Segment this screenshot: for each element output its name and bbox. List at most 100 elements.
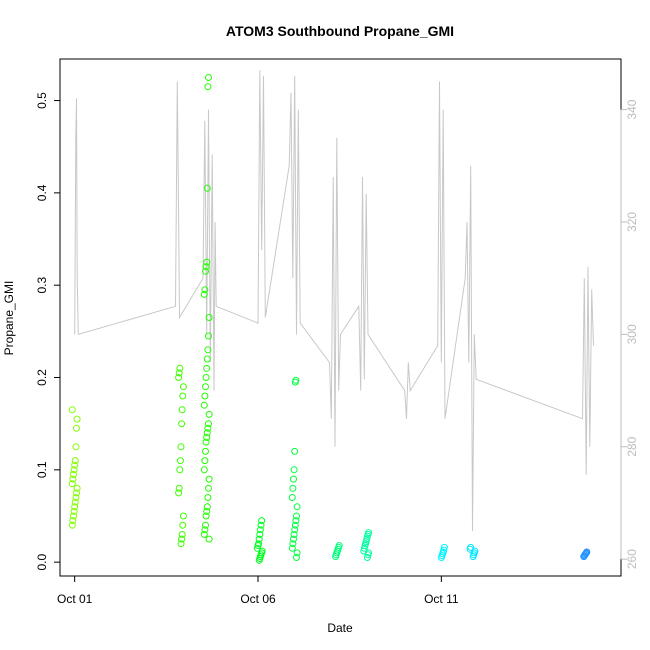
data-point	[175, 489, 183, 497]
data-point	[69, 517, 77, 525]
data-point	[205, 74, 212, 81]
data-point	[205, 314, 213, 321]
data-point	[178, 420, 186, 428]
data-point	[290, 531, 298, 538]
data-point	[201, 526, 209, 534]
data-point	[200, 290, 208, 298]
data-point	[440, 543, 448, 551]
data-point	[71, 457, 79, 465]
data-point	[203, 364, 211, 372]
data-point	[176, 364, 184, 372]
data-point	[177, 443, 185, 451]
data-point	[175, 374, 183, 381]
data-point	[178, 535, 186, 543]
data-point	[201, 392, 209, 400]
data-point	[293, 554, 300, 561]
data-point	[293, 549, 301, 557]
data-point	[179, 392, 187, 400]
data-point	[291, 521, 299, 529]
data-point	[175, 484, 183, 492]
y2-tick-label: 340	[625, 99, 639, 119]
data-point	[471, 547, 479, 555]
data-point	[176, 457, 184, 465]
data-point	[204, 346, 212, 354]
data-point	[255, 535, 263, 543]
data-point	[202, 521, 209, 529]
data-point	[205, 332, 212, 340]
data-point	[583, 548, 591, 556]
y-tick-label: 0.3	[35, 277, 49, 294]
y2-tick-label: 260	[625, 549, 639, 569]
data-point	[203, 507, 211, 515]
data-point	[200, 401, 208, 409]
data-point	[205, 484, 212, 492]
y2-axis: 260 280 300 320 340	[620, 99, 639, 569]
data-point	[293, 512, 300, 520]
data-point	[73, 415, 81, 423]
data-point	[202, 374, 210, 381]
data-point	[200, 531, 208, 538]
y-axis: 0.0 0.1 0.2 0.3 0.4 0.5	[35, 92, 60, 570]
data-point	[73, 489, 80, 497]
y-tick-label: 0.0	[35, 553, 49, 570]
data-point	[202, 438, 210, 446]
data-point	[291, 447, 299, 455]
data-point	[256, 531, 264, 538]
data-point	[360, 544, 368, 552]
y-tick-label: 0.2	[35, 369, 49, 386]
data-point	[467, 543, 475, 551]
x-tick-label: Oct 11	[424, 592, 459, 606]
data-point	[179, 521, 187, 529]
data-point	[290, 475, 297, 483]
data-point	[203, 434, 211, 441]
data-point	[202, 267, 209, 275]
data-point	[72, 443, 80, 451]
plot-frame	[59, 58, 622, 577]
data-point	[288, 494, 296, 501]
data-point	[205, 475, 213, 483]
data-point	[202, 383, 209, 391]
x-tick-label: Oct 01	[57, 592, 93, 606]
data-point	[365, 529, 373, 537]
data-point	[70, 512, 77, 520]
data-point	[363, 554, 371, 561]
data-point	[68, 406, 76, 414]
data-point	[177, 540, 185, 548]
secondary-line-path	[74, 70, 594, 532]
data-point	[291, 526, 299, 534]
data-point	[365, 549, 373, 557]
data-point	[335, 542, 343, 549]
data-point	[71, 461, 79, 469]
data-point	[290, 535, 297, 543]
data-point	[203, 355, 211, 363]
x-axis-label: Date	[327, 621, 353, 635]
data-point	[178, 531, 186, 538]
data-point	[363, 535, 371, 543]
data-point	[73, 484, 81, 492]
secondary-series-line	[74, 70, 594, 532]
data-point	[70, 470, 77, 478]
data-point	[179, 512, 187, 520]
data-point	[68, 521, 76, 529]
data-point	[289, 484, 297, 492]
data-point	[71, 503, 79, 511]
data-point	[203, 184, 211, 192]
data-point	[256, 526, 264, 534]
data-point	[200, 466, 208, 474]
data-point	[201, 286, 209, 294]
data-point	[258, 517, 266, 525]
data-point	[68, 480, 76, 488]
x-tick-label: Oct 06	[240, 592, 276, 606]
data-point	[203, 429, 211, 437]
data-point	[202, 512, 210, 520]
y2-tick-label: 320	[625, 212, 639, 232]
data-point	[71, 498, 79, 506]
data-point	[205, 410, 213, 418]
y-tick-label: 0.4	[35, 184, 49, 201]
data-point	[253, 544, 261, 552]
y2-tick-label: 300	[625, 324, 639, 344]
data-point	[288, 544, 296, 552]
data-point	[204, 424, 212, 432]
chart-title: ATOM3 Southbound Propane_GMI	[226, 23, 454, 39]
